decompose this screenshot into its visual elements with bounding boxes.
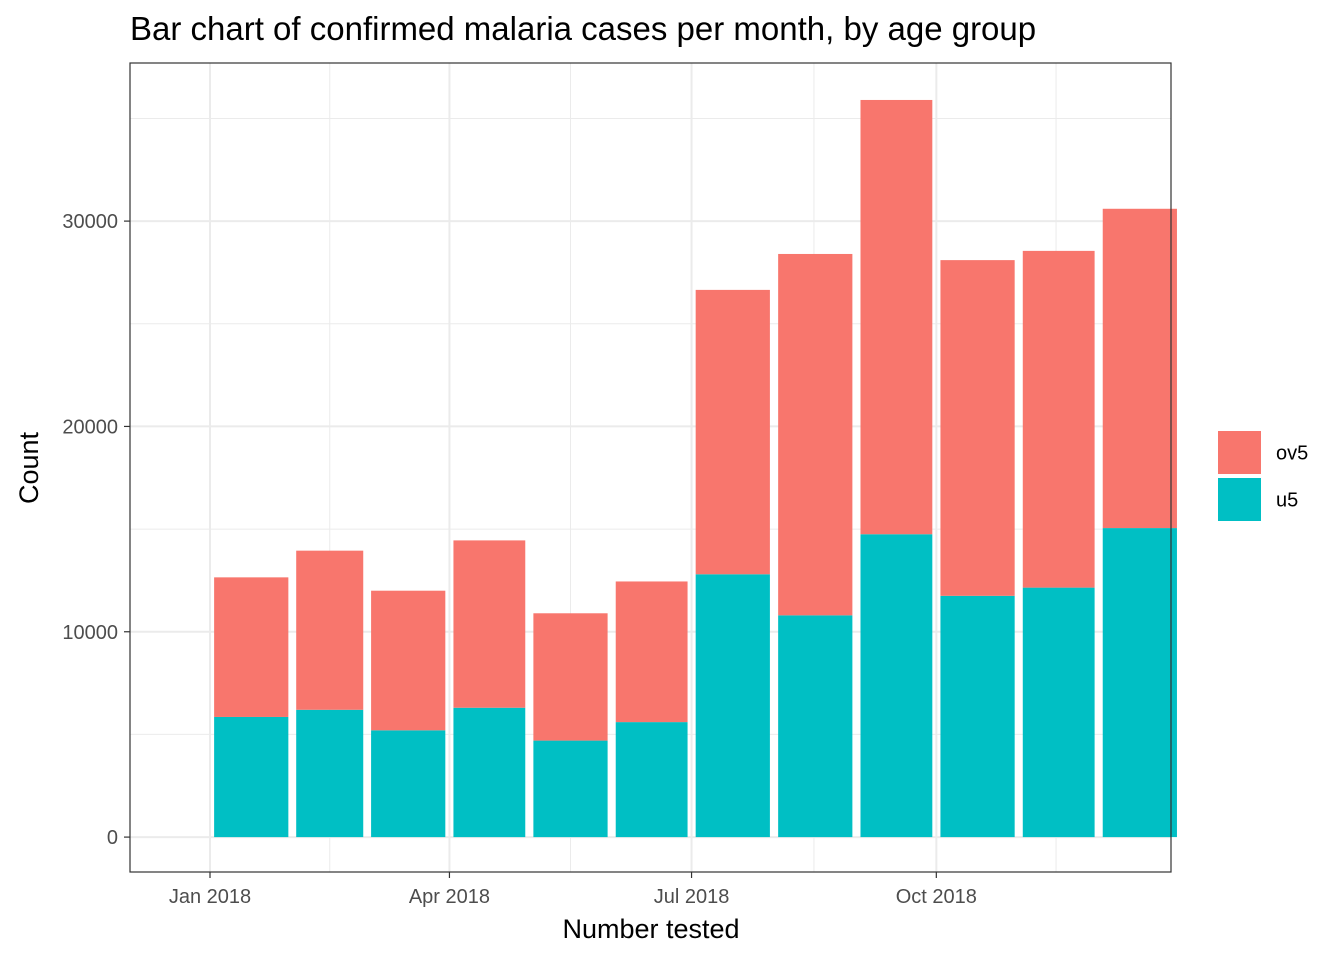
y-tick-label: 10000 bbox=[62, 622, 118, 644]
bar-ov5-2018-05 bbox=[533, 613, 608, 741]
bar-u5-2018-02 bbox=[296, 709, 364, 838]
bar-u5-2018-04 bbox=[453, 707, 526, 838]
bar-u5-2018-07 bbox=[695, 574, 770, 838]
legend: ov5 u5 bbox=[1218, 431, 1308, 521]
bar-ov5-2018-07 bbox=[695, 289, 770, 575]
bar-u5-2018-11 bbox=[1022, 587, 1095, 838]
legend-label-ov5: ov5 bbox=[1276, 443, 1308, 465]
bar-ov5-2018-10 bbox=[940, 260, 1015, 596]
y-tick-label: 0 bbox=[107, 827, 118, 849]
legend-key-u5 bbox=[1218, 478, 1261, 521]
legend-key-ov5 bbox=[1218, 431, 1261, 474]
y-tick-label: 30000 bbox=[62, 211, 118, 233]
bar-ov5-2018-02 bbox=[296, 550, 364, 710]
bar-u5-2018-01 bbox=[214, 716, 289, 838]
bar-u5-2018-06 bbox=[615, 722, 688, 838]
bar-u5-2018-05 bbox=[533, 740, 608, 838]
plot-frame bbox=[129, 62, 1172, 873]
x-tick-label: Jul 2018 bbox=[654, 886, 730, 908]
y-axis-title: Count bbox=[14, 431, 44, 504]
bar-u5-2018-08 bbox=[778, 615, 853, 838]
bar-ov5-2018-06 bbox=[615, 581, 688, 723]
x-tick-label: Jan 2018 bbox=[169, 886, 251, 908]
x-tick-label: Apr 2018 bbox=[409, 886, 490, 908]
bar-ov5-2018-04 bbox=[453, 540, 526, 708]
bar-ov5-2018-01 bbox=[214, 577, 289, 717]
bars bbox=[214, 99, 1177, 838]
bar-ov5-2018-12 bbox=[1102, 208, 1177, 529]
chart-title: Bar chart of confirmed malaria cases per… bbox=[130, 10, 1036, 47]
plot-border bbox=[129, 62, 1172, 873]
bar-ov5-2018-11 bbox=[1022, 250, 1095, 588]
y-axis: 0 10000 20000 30000 bbox=[62, 211, 130, 849]
bar-u5-2018-10 bbox=[940, 595, 1015, 838]
bar-ov5-2018-03 bbox=[371, 590, 446, 731]
bar-ov5-2018-09 bbox=[860, 99, 933, 535]
y-tick-label: 20000 bbox=[62, 416, 118, 438]
x-tick-label: Oct 2018 bbox=[896, 886, 977, 908]
bar-ov5-2018-08 bbox=[778, 253, 853, 616]
x-axis: Jan 2018 Apr 2018 Jul 2018 Oct 2018 bbox=[169, 872, 977, 908]
bar-u5-2018-03 bbox=[371, 730, 446, 838]
legend-label-u5: u5 bbox=[1276, 490, 1298, 512]
bar-u5-2018-12 bbox=[1102, 528, 1177, 838]
x-axis-title: Number tested bbox=[562, 914, 739, 944]
bar-u5-2018-09 bbox=[860, 534, 933, 838]
